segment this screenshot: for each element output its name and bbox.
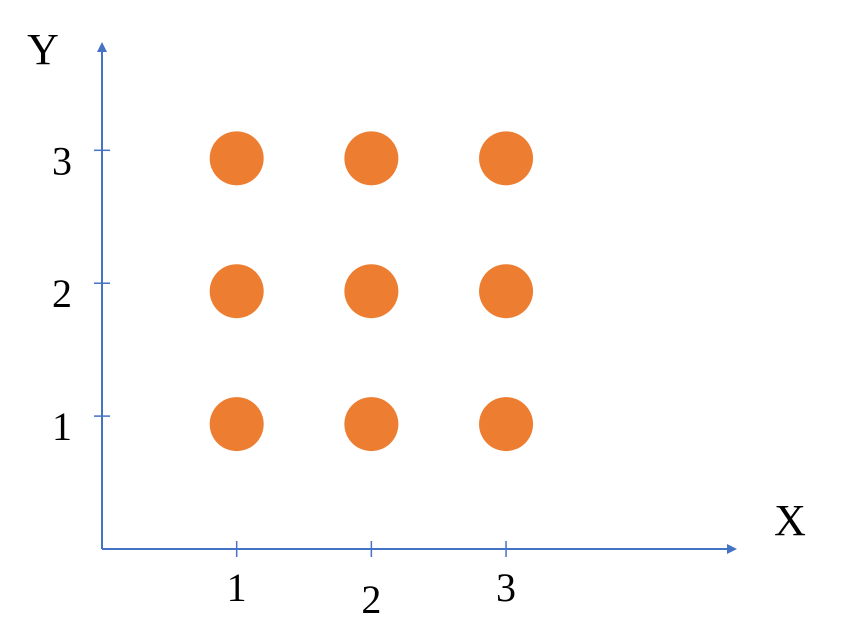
data-point <box>344 264 399 319</box>
y-axis-title: Y <box>27 25 59 74</box>
data-point <box>344 131 399 186</box>
data-point <box>344 397 399 452</box>
x-ticks-group: 1 2 3 <box>227 541 516 622</box>
data-point <box>209 264 264 319</box>
x-tick-label: 3 <box>496 565 516 610</box>
x-axis-title: X <box>774 496 806 545</box>
y-tick-label: 3 <box>52 138 72 183</box>
data-point <box>479 264 534 319</box>
data-point <box>479 131 534 186</box>
data-point <box>209 131 264 186</box>
x-tick-label: 1 <box>227 565 247 610</box>
y-tick-label: 2 <box>52 271 72 316</box>
points-group <box>209 131 534 452</box>
x-tick-label: 2 <box>361 577 381 622</box>
y-tick-label: 1 <box>52 404 72 449</box>
y-ticks-group: 1 2 3 <box>52 138 110 449</box>
data-point <box>209 397 264 452</box>
data-point <box>479 397 534 452</box>
